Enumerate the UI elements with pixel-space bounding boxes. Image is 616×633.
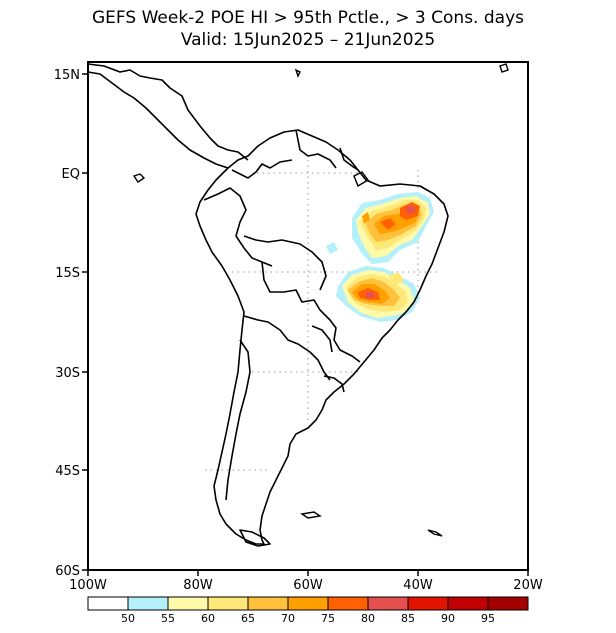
colorbar-label: 80 bbox=[361, 612, 375, 625]
lon-ticks bbox=[87, 570, 529, 576]
colorbar-swatch bbox=[447, 596, 489, 611]
lon-tick-40w: 40W bbox=[403, 578, 433, 593]
colorbar-label: 50 bbox=[121, 612, 135, 625]
colorbar-label: 90 bbox=[441, 612, 455, 625]
lat-ticks bbox=[82, 73, 88, 571]
coastlines bbox=[87, 63, 449, 547]
lon-tick-20w: 20W bbox=[513, 578, 543, 593]
lat-tick-30s: 30S bbox=[55, 366, 80, 381]
grid-lines bbox=[205, 160, 440, 471]
colorbar-swatch bbox=[367, 596, 409, 611]
probability-shading bbox=[326, 192, 434, 322]
lat-tick-45s: 45S bbox=[55, 464, 80, 479]
colorbar-swatch bbox=[167, 596, 209, 611]
colorbar-swatch bbox=[487, 596, 529, 611]
lat-tick-eq: EQ bbox=[62, 167, 80, 182]
colorbar-swatch bbox=[327, 596, 369, 611]
lon-tick-80w: 80W bbox=[183, 578, 213, 593]
colorbar-swatch bbox=[207, 596, 249, 611]
map-title-line1: GEFS Week-2 POE HI > 95th Pctle., > 3 Co… bbox=[92, 8, 524, 28]
colorbar-label: 55 bbox=[161, 612, 175, 625]
map-area bbox=[88, 62, 528, 570]
lon-tick-100w: 100W bbox=[69, 578, 107, 593]
lat-tick-15n: 15N bbox=[54, 68, 80, 83]
colorbar-label: 60 bbox=[201, 612, 215, 625]
lon-tick-60w: 60W bbox=[293, 578, 323, 593]
colorbar-label: 75 bbox=[321, 612, 335, 625]
colorbar-swatch bbox=[247, 596, 289, 611]
colorbar-swatch bbox=[407, 596, 449, 611]
colorbar: 50 55 60 65 70 75 80 85 90 95 bbox=[87, 596, 529, 625]
colorbar-label: 65 bbox=[241, 612, 255, 625]
colorbar-label: 70 bbox=[281, 612, 295, 625]
map-title-line2: Valid: 15Jun2025 – 21Jun2025 bbox=[180, 30, 436, 50]
colorbar-label: 95 bbox=[481, 612, 495, 625]
colorbar-swatch bbox=[127, 596, 169, 611]
islands bbox=[132, 63, 509, 537]
lat-tick-60s: 60S bbox=[55, 564, 80, 579]
lat-tick-15s: 15S bbox=[55, 266, 80, 281]
colorbar-swatch bbox=[287, 596, 329, 611]
colorbar-swatch bbox=[87, 596, 129, 611]
colorbar-label: 85 bbox=[401, 612, 415, 625]
